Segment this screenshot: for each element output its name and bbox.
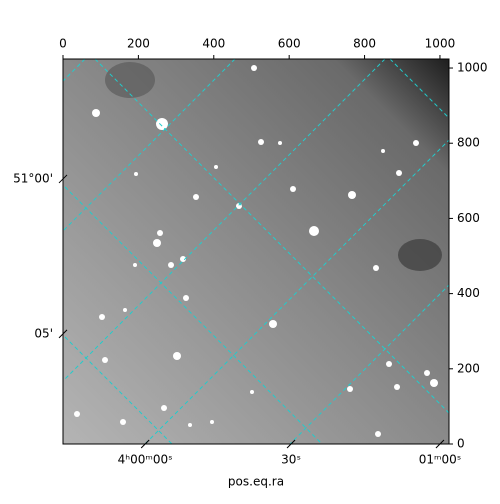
world-x-tick bbox=[140, 439, 150, 449]
stars bbox=[74, 65, 438, 437]
world-x-tick-label: 30ˢ bbox=[281, 453, 301, 467]
x-tick-label: 0 bbox=[59, 37, 67, 51]
x-tick-label: 600 bbox=[278, 37, 301, 51]
x-tick-label: 1000 bbox=[425, 37, 456, 51]
y-tick-label: 800 bbox=[457, 136, 480, 150]
world-x-tick-label: 4ʰ00ᵐ00ˢ bbox=[118, 453, 173, 467]
coordinate-grid bbox=[63, 59, 449, 444]
x-axis-label: pos.eq.ra bbox=[228, 475, 284, 489]
y-tick-label: 1000 bbox=[457, 61, 488, 75]
world-x-tick-label: 01ᵐ00ˢ bbox=[419, 453, 462, 467]
y-tick-label: 0 bbox=[457, 437, 465, 451]
x-tick-label: 400 bbox=[202, 37, 225, 51]
y-tick-label: 600 bbox=[457, 211, 480, 225]
x-tick-label: 200 bbox=[127, 37, 150, 51]
world-y-tick bbox=[58, 174, 68, 184]
y-tick-label: 400 bbox=[457, 286, 480, 300]
image bbox=[63, 59, 449, 444]
frame bbox=[62, 58, 450, 445]
x-tick-label: 800 bbox=[353, 37, 376, 51]
world-y-tick-label: 51°00' bbox=[13, 171, 53, 185]
y-tick-label: 200 bbox=[457, 361, 480, 375]
world-x-tick bbox=[286, 439, 296, 449]
world-x-tick bbox=[435, 439, 445, 449]
world-y-tick bbox=[58, 329, 68, 339]
world-y-tick-label: 05' bbox=[34, 326, 53, 340]
